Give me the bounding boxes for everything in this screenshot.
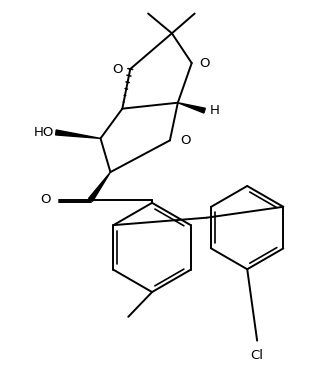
Text: O: O (40, 193, 51, 206)
Text: O: O (112, 63, 122, 75)
Text: O: O (180, 134, 190, 147)
Text: H: H (210, 104, 219, 117)
Text: O: O (200, 57, 210, 70)
Polygon shape (56, 130, 100, 138)
Text: HO: HO (34, 126, 54, 139)
Text: Cl: Cl (251, 348, 264, 361)
Polygon shape (178, 103, 205, 113)
Polygon shape (89, 172, 110, 201)
